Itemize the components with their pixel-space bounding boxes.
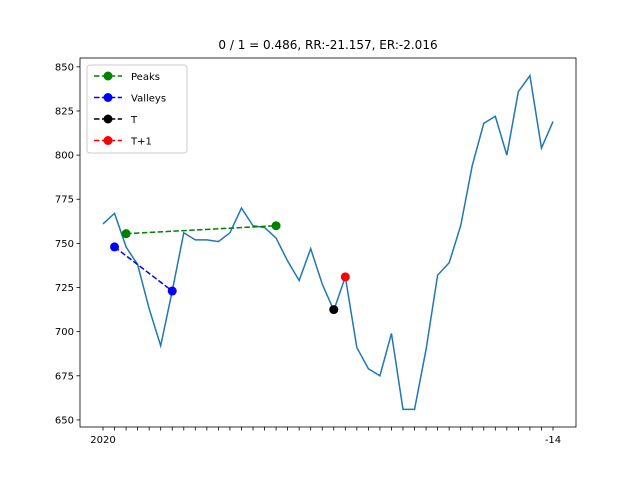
legend-label-t: T [130, 115, 138, 126]
legend-label-valleys: Valleys [131, 94, 166, 105]
legend-marker-t-1 [103, 136, 113, 145]
legend: Peaks Valleys T T+1 [86, 64, 188, 154]
y-tick-label: 675 [55, 371, 74, 382]
data-point-peaks [271, 221, 281, 231]
y-tick-label: 825 [55, 106, 74, 117]
legend-marker-valleys [103, 93, 113, 102]
y-tick-label: 850 [55, 62, 74, 73]
series-line-price [102, 73, 554, 411]
x-tick-label: 2020 [90, 435, 115, 446]
y-tick-label: 650 [55, 415, 74, 426]
legend-label-peaks: Peaks [131, 72, 160, 83]
legend-marker-t [103, 114, 113, 124]
y-tick-label: 775 [55, 195, 74, 206]
y-tick-label: 750 [55, 239, 74, 250]
series-line-valleys [114, 246, 173, 292]
chart-title: 0 / 1 = 0.486, RR:-21.157, ER:-2.016 [218, 38, 437, 52]
data-point-t-1 [340, 272, 350, 282]
axes-frame [79, 57, 577, 428]
data-point-valleys [110, 242, 120, 252]
legend-label-t-1: T+1 [130, 137, 152, 148]
y-tick-label: 800 [55, 151, 74, 162]
data-point-t [329, 305, 339, 315]
series-line-peaks [126, 224, 277, 235]
y-tick-label: 700 [55, 327, 74, 338]
legend-box [86, 64, 188, 154]
x-tick-label: -14 [545, 435, 561, 446]
plot-area: 650 675 700 725 750 775 800 825 850 2020 -14 [55, 57, 577, 446]
y-tick-label: 725 [55, 283, 74, 294]
data-point-peaks [121, 229, 131, 239]
legend-marker-peaks [103, 71, 113, 81]
data-point-valleys [167, 286, 177, 296]
